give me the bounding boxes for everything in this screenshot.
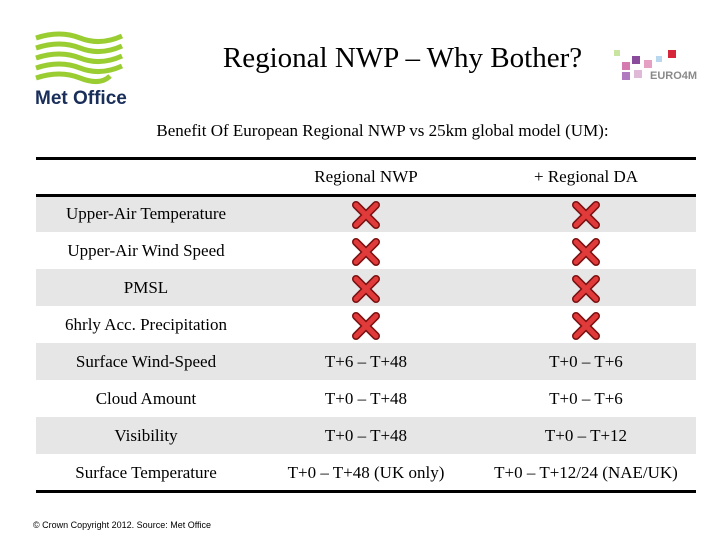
row-label: Upper-Air Temperature [65, 204, 227, 223]
row-shade [36, 343, 696, 380]
row-shade [36, 417, 696, 454]
table-cell: T+0 – T+48 [324, 389, 408, 408]
cross-icon [256, 306, 476, 343]
table-cell: T+0 – T+12 [544, 426, 628, 445]
cross-icon [476, 232, 696, 269]
cross-icon [256, 232, 476, 269]
subtitle: Benefit Of European Regional NWP vs 25km… [156, 121, 609, 140]
cross-icon [476, 269, 696, 306]
row-label: Surface Temperature [75, 463, 217, 482]
table-cell: T+0 – T+48 (UK only) [287, 463, 445, 482]
cross-icon [256, 195, 476, 232]
met-office-logo-mark [35, 31, 124, 84]
title: Regional NWP – Why Bother? [222, 42, 583, 74]
table-cell: T+0 – T+48 [324, 426, 408, 445]
footer: © Crown Copyright 2012. Source: Met Offi… [33, 520, 212, 530]
row-label: 6hrly Acc. Precipitation [65, 315, 227, 334]
euro4m-logo-mark [614, 50, 676, 80]
row-label: Cloud Amount [95, 389, 197, 408]
row-label: Surface Wind-Speed [75, 352, 217, 371]
row-label: PMSL [123, 278, 169, 297]
cross-icon [256, 269, 476, 306]
logo-text: Met Office [35, 88, 127, 109]
cross-icon [476, 306, 696, 343]
row-label: Visibility [114, 426, 178, 445]
cross-icon [476, 195, 696, 232]
table-cell: T+6 – T+48 [324, 352, 408, 371]
table-rule [36, 194, 696, 197]
table-cell: T+0 – T+6 [549, 352, 623, 371]
column-header: Regional NWP [314, 167, 418, 186]
table-cell: T+0 – T+6 [549, 389, 623, 408]
column-header: + Regional DA [533, 167, 639, 186]
partner-logo-text: EURO4M [650, 70, 698, 82]
table-rule [36, 490, 696, 493]
row-label: Upper-Air Wind Speed [67, 241, 225, 260]
table-rule [36, 157, 696, 160]
table-cell: T+0 – T+12/24 (NAE/UK) [494, 463, 678, 482]
